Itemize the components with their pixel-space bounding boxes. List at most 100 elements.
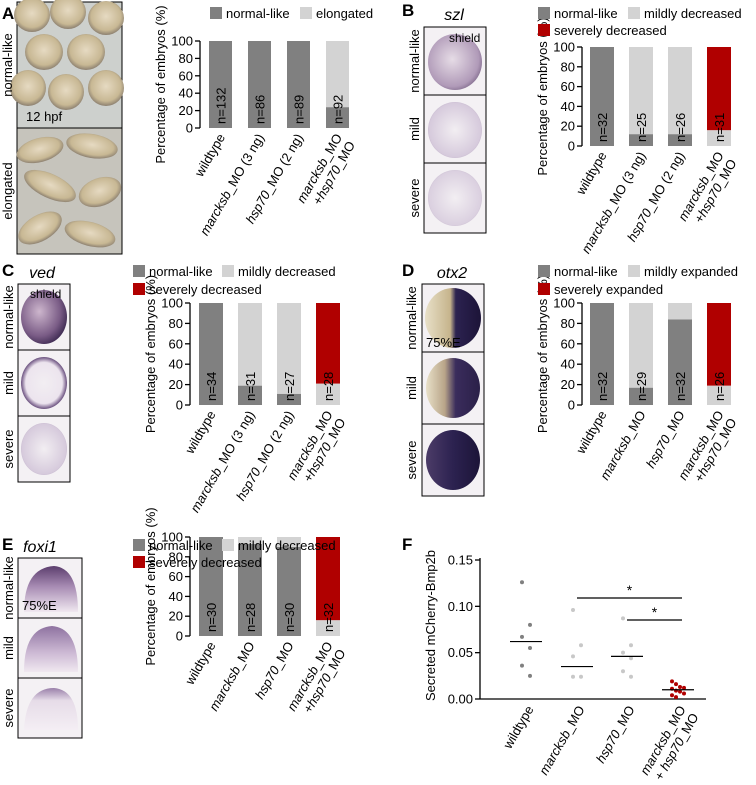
panel-e-legend-label-2: severely decreased [149, 555, 262, 570]
panel-f-point-2 [621, 650, 625, 655]
panel-d-y-tick-label: 60 [561, 336, 575, 351]
panel-e: E foxi1 normal-like mild severe 75%E [1, 535, 83, 739]
panel-f-point-1 [571, 674, 575, 679]
panel-a-image [10, 0, 124, 255]
panel-b-legend-swatch-2 [538, 24, 550, 36]
panel-d-y-tick-label: 100 [553, 296, 575, 311]
panel-b-row-label-mild: mild [407, 117, 422, 141]
panel-d-gene: otx2 [437, 265, 467, 282]
panel-f-point-1 [579, 674, 583, 679]
panel-b-legend-label-2: severely decreased [554, 23, 667, 38]
panel-a-letter: A [2, 4, 14, 23]
panel-b-n-label: n=26 [673, 113, 688, 142]
panel-d-stage-tag: 75%E [426, 335, 461, 350]
panel-d-image [421, 283, 485, 497]
panel-c-legend-swatch-1 [222, 265, 234, 277]
panel-c-y-tick-label: 60 [169, 336, 183, 351]
panel-c-legend-label-0: normal-like [149, 264, 213, 279]
panel-f-point-0 [520, 663, 524, 668]
panel-d-category-label: marcksb_MO+hsp70_MO [675, 408, 740, 490]
panel-e-n-label: n=30 [204, 603, 219, 632]
panel-a-bar-1-3 [326, 41, 349, 108]
panel-c-gene: ved [29, 265, 56, 282]
panel-c-stage-tag: shield [30, 287, 61, 301]
panel-e-y-tick-label: 60 [169, 569, 183, 584]
panel-e-y-tick-label: 0 [176, 629, 183, 644]
panel-e-legend-label-1: mildly decreased [238, 538, 336, 553]
panel-c-bar-1-2 [277, 303, 301, 394]
panel-f-category-label: marcksb_MO [536, 703, 588, 777]
panel-d-legend-label-2: severely expanded [554, 282, 663, 297]
panel-a-y-tick-label: 60 [179, 68, 193, 83]
panel-d-y-tick-label: 40 [561, 357, 575, 372]
panel-a-n-label: n=92 [331, 95, 346, 124]
panel-d-n-label: n=29 [634, 372, 649, 401]
panel-b-bar-1-1 [629, 47, 653, 135]
panel-a-bar-0-0 [209, 41, 232, 128]
panel-e-n-label: n=28 [243, 603, 258, 632]
panel-f-point-2 [621, 669, 625, 674]
panel-c-bar-1-3 [316, 383, 340, 405]
panel-d-n-label: n=26 [712, 372, 727, 401]
panel-f-y-tick-label: 0.10 [448, 599, 473, 614]
panel-b-bar-0-0 [590, 47, 614, 146]
panel-f-point-1 [571, 654, 575, 659]
panel-d-y-label: Percentage of embryos (%) [535, 275, 550, 433]
panel-f-point-3 [678, 689, 682, 694]
panel-a-n-label: n=132 [214, 87, 229, 124]
panel-f-point-3 [670, 693, 674, 698]
panel-c-legend-swatch-0 [133, 265, 145, 277]
panel-a-n-label: n=86 [253, 95, 268, 124]
panel-b-legend-label-1: mildly decreased [644, 6, 742, 21]
panel-d-n-label: n=32 [595, 372, 610, 401]
panel-d-bar-2-3 [707, 303, 731, 386]
panel-b-stage-tag: shield [449, 31, 480, 45]
panel-c-y-label: Percentage of embryos (%) [143, 275, 158, 433]
panel-e-y-tick-label: 80 [169, 549, 183, 564]
panel-f-point-3 [682, 691, 686, 696]
panel-d-legend-swatch-1 [628, 265, 640, 277]
panel-e-bar-0-2 [277, 546, 301, 636]
panel-c-category-label: wildtype [182, 408, 219, 457]
panel-a: A normal-like elongated 12 hpf [0, 0, 124, 255]
panel-d-category-label: hsp70_MO [643, 408, 688, 471]
panel-b-y-tick-label: 80 [561, 59, 575, 74]
panel-f-point-3 [674, 682, 678, 687]
panel-b-n-label: n=32 [595, 113, 610, 142]
panel-e-row-label-normal: normal-like [1, 556, 16, 620]
panel-c-row-label-severe: severe [1, 429, 16, 468]
panel-d-bar-1-3 [707, 385, 731, 405]
panel-b-n-label: n=31 [712, 113, 727, 142]
panel-c-bar-0-1 [238, 385, 262, 405]
panel-f-point-3 [682, 685, 686, 690]
panel-c-bar-0-2 [277, 393, 301, 405]
panel-d-legend-label-0: normal-like [554, 264, 618, 279]
panel-a-y-label: Percentage of embryos (%) [153, 5, 168, 163]
panel-c-legend-swatch-2 [133, 283, 145, 295]
panel-a-row-label-elongated: elongated [0, 162, 15, 219]
panel-d-legend-swatch-2 [538, 283, 550, 295]
panel-f-point-1 [579, 643, 583, 648]
panel-b-y-tick-label: 20 [561, 119, 575, 134]
panel-c-legend-label-1: mildly decreased [238, 264, 336, 279]
panel-c-y-tick-label: 20 [169, 377, 183, 392]
panel-f: F [402, 535, 412, 554]
panel-e-row-label-mild: mild [1, 636, 16, 660]
panel-b-y-tick-label: 60 [561, 79, 575, 94]
panel-d: D otx2 normal-like mild severe 75%E [402, 261, 485, 497]
panel-d-y-tick-label: 0 [568, 398, 575, 413]
panel-b-bar-1-3 [707, 130, 731, 146]
panel-f-y-tick-label: 0.15 [448, 553, 473, 568]
panel-e-bar-0-0 [199, 537, 223, 636]
panel-f-point-0 [528, 673, 532, 678]
panel-e-row-label-severe: severe [1, 688, 16, 727]
panel-b-bar-1-2 [668, 47, 692, 135]
panel-a-y-tick-label: 80 [179, 51, 193, 66]
panel-c-y-tick-label: 40 [169, 357, 183, 372]
panel-d-y-tick-label: 20 [561, 377, 575, 392]
panel-a-category-label: wildtype [191, 131, 228, 180]
